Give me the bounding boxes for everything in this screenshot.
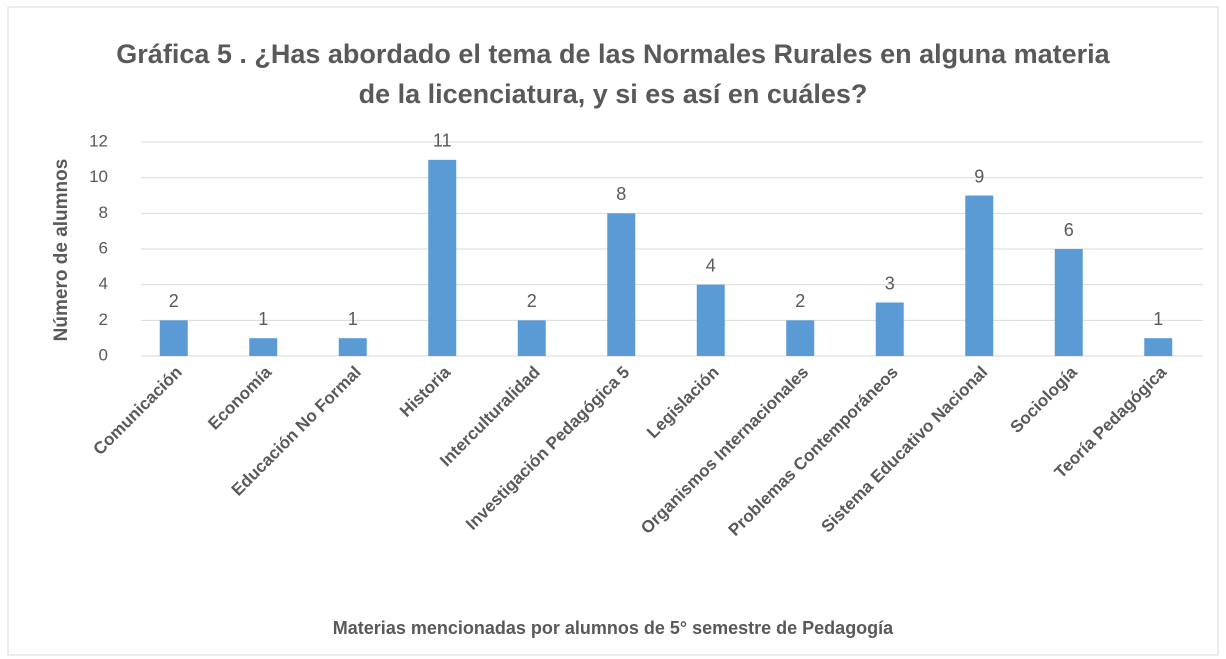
bar bbox=[338, 338, 367, 356]
data-label: 4 bbox=[706, 255, 716, 275]
data-label: 1 bbox=[348, 309, 358, 329]
y-tick-label: 10 bbox=[89, 167, 108, 186]
bar bbox=[249, 338, 278, 356]
data-label: 2 bbox=[795, 291, 805, 311]
data-label: 11 bbox=[433, 131, 452, 151]
y-tick-label: 6 bbox=[99, 238, 108, 257]
y-tick-label: 12 bbox=[89, 131, 108, 150]
data-label: 6 bbox=[1064, 220, 1074, 240]
x-axis-title: Materias mencionadas por alumnos de 5° s… bbox=[333, 618, 894, 638]
x-tick-label: Organismos Internacionales bbox=[637, 363, 812, 538]
bar bbox=[1144, 338, 1173, 356]
data-label: 2 bbox=[527, 291, 537, 311]
x-tick-label: Sociología bbox=[1007, 362, 1082, 437]
bar bbox=[965, 195, 994, 356]
y-tick-label: 4 bbox=[99, 274, 108, 293]
bar bbox=[696, 284, 725, 356]
bar bbox=[428, 159, 457, 356]
bar bbox=[875, 302, 904, 356]
y-tick-label: 0 bbox=[99, 345, 108, 364]
data-label: 1 bbox=[1153, 309, 1163, 329]
data-label: 3 bbox=[885, 273, 895, 293]
data-label: 8 bbox=[616, 184, 626, 204]
data-label: 9 bbox=[974, 166, 984, 186]
x-tick-label: Historia bbox=[396, 362, 455, 421]
x-tick-label: Economía bbox=[204, 362, 275, 433]
bar bbox=[159, 320, 188, 356]
data-label: 1 bbox=[258, 309, 268, 329]
x-tick-label: Problemas Contemporáneos bbox=[725, 363, 902, 540]
y-tick-label: 8 bbox=[99, 203, 108, 222]
bar bbox=[1054, 249, 1083, 356]
bar bbox=[517, 320, 546, 356]
y-tick-label: 2 bbox=[99, 310, 108, 329]
data-label: 2 bbox=[169, 291, 179, 311]
chart-title: Gráfica 5 . ¿Has abordado el tema de las… bbox=[116, 39, 1110, 109]
bar bbox=[607, 213, 636, 356]
x-tick-label: Comunicación bbox=[89, 363, 185, 459]
y-axis-title: Número de alumnos bbox=[51, 159, 72, 342]
x-tick-label: Investigación Pedagógica 5 bbox=[462, 363, 633, 534]
x-tick-label: Sistema Educativo Nacional bbox=[817, 363, 991, 537]
x-tick-label: Legislación bbox=[643, 363, 723, 443]
chart-border bbox=[7, 6, 1219, 656]
bar bbox=[786, 320, 815, 356]
